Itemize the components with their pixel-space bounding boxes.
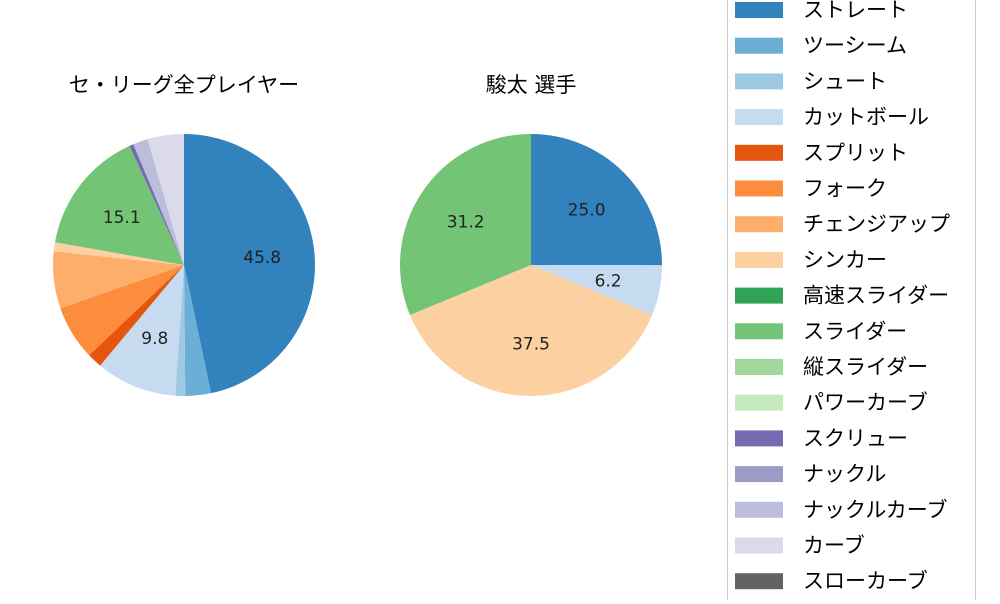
pie-1-slice-11	[147, 134, 184, 265]
legend-swatch-15	[735, 537, 783, 554]
pie-2-slice-label-1: 6.2	[595, 271, 622, 291]
legend-swatch-16	[735, 573, 783, 590]
pie-1-slice-4	[89, 265, 184, 366]
pie-2-slice-1	[531, 265, 662, 315]
pie-2-slice-3	[399, 134, 531, 315]
legend-label-4: スプリット	[803, 141, 908, 165]
pie-1-slice-5	[60, 265, 184, 356]
legend: ストレートツーシームシュートカットボールスプリットフォークチェンジアップシンカー…	[727, 0, 976, 604]
pie-2-slice-label-0: 25.0	[568, 201, 606, 221]
pie-1-slice-7	[53, 242, 185, 265]
legend-swatch-3	[735, 109, 783, 126]
legend-label-2: シュート	[803, 69, 887, 93]
legend-swatch-6	[735, 216, 783, 233]
legend-label-16: スローカーブ	[803, 569, 928, 593]
pie-2-slice-label-3: 31.2	[447, 212, 485, 232]
legend-swatch-2	[735, 73, 783, 90]
legend-label-5: フォーク	[803, 177, 887, 201]
pie-1-slice-10	[133, 139, 184, 265]
pie-1-slice-label-8: 15.1	[103, 208, 141, 228]
legend-swatch-4	[735, 144, 783, 161]
legend-frame	[727, 0, 976, 604]
legend-label-13: ナックル	[803, 462, 886, 486]
legend-label-9: スライダー	[803, 319, 907, 343]
legend-label-6: チェンジアップ	[803, 212, 950, 236]
legend-swatch-9	[735, 323, 783, 340]
pie-2-slice-0	[531, 134, 663, 266]
legend-label-11: パワーカーブ	[803, 391, 928, 415]
pie-1-title: セ・リーグ全プレイヤー	[69, 73, 299, 97]
legend-label-0: ストレート	[803, 0, 908, 22]
pie-1-slice-0	[184, 134, 315, 394]
pie-2: 25.0 6.2 37.5 31.2	[399, 134, 663, 397]
legend-label-15: カーブ	[803, 534, 865, 558]
legend-label-7: シンカー	[803, 248, 887, 272]
pie-1-slice-label-0: 45.8	[243, 248, 281, 268]
pie-1: 45.8 9.8 15.1	[53, 134, 315, 396]
pie-2-slice-2	[409, 265, 653, 397]
legend-label-14: ナックルカーブ	[803, 498, 947, 522]
pie-1-slice-9	[129, 144, 184, 265]
pie-1-slice-label-3: 9.8	[141, 329, 168, 349]
legend-swatch-10	[735, 359, 783, 375]
pie-1-slice-2	[175, 265, 186, 396]
legend-swatch-0	[735, 2, 783, 18]
legend-label-12: スクリュー	[803, 426, 908, 450]
pie-2-title: 駿太 選手	[486, 73, 577, 97]
pie-1-slice-8	[54, 145, 184, 265]
legend-label-1: ツーシーム	[803, 34, 907, 58]
legend-swatch-14	[735, 501, 783, 518]
pie-1-slice-3	[100, 265, 184, 396]
legend-swatch-8	[735, 287, 783, 304]
pie-2-slice-label-2: 37.5	[512, 335, 550, 355]
legend-label-10: 縦スライダー	[803, 355, 928, 379]
pie-1-slice-6	[53, 251, 185, 309]
pie-1-slice-1	[184, 265, 212, 396]
legend-swatch-7	[735, 251, 783, 268]
legend-swatch-11	[735, 394, 783, 411]
legend-swatch-1	[735, 37, 783, 54]
legend-swatch-12	[735, 430, 783, 447]
legend-swatch-13	[735, 466, 783, 483]
legend-label-3: カットボール	[803, 105, 929, 129]
legend-label-8: 高速スライダー	[803, 284, 949, 308]
legend-swatch-5	[735, 180, 783, 197]
